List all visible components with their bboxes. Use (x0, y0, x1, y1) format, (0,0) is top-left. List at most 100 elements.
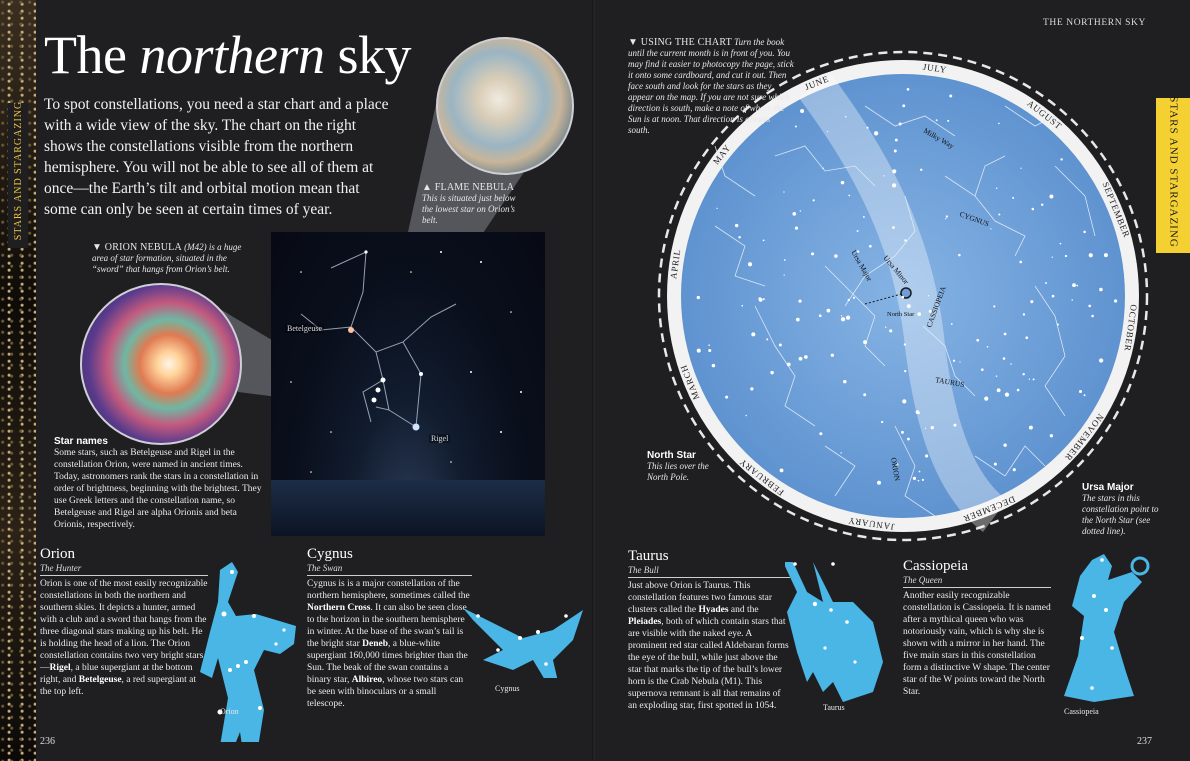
chart-star (907, 437, 910, 441)
month-label: JULY (922, 62, 947, 75)
chart-star (747, 262, 753, 267)
chart-star (762, 298, 765, 301)
chart-star (885, 326, 887, 328)
chart-star (1083, 230, 1086, 234)
chart-star (976, 338, 980, 342)
side-tab-right-label: STARS AND STARGAZING (1167, 96, 1180, 248)
chart-star (766, 338, 769, 341)
orion-figure (200, 562, 296, 742)
side-tab-left: STARS AND STARGAZING (8, 101, 28, 248)
chart-star (1020, 167, 1022, 169)
chart-star (751, 332, 756, 337)
chart-star (928, 309, 932, 313)
chart-star (840, 452, 842, 454)
chart-star (840, 180, 845, 185)
chart-star (945, 218, 947, 220)
chart-star (863, 340, 868, 345)
orion-section: Orion The Hunter Orion is one of the mos… (40, 546, 208, 698)
divider (40, 575, 208, 576)
chart-star (1071, 299, 1073, 301)
chart-star (877, 480, 881, 485)
chart-label-orion: ORION (889, 457, 902, 483)
chart-star (827, 131, 829, 133)
chart-star (873, 131, 879, 136)
chart-star (1030, 300, 1034, 304)
chart-star (862, 215, 865, 218)
page-number-right: 237 (1137, 736, 1152, 747)
north-star-marker (900, 287, 912, 299)
chart-star (1051, 294, 1055, 298)
chart-dashed-border (657, 50, 1149, 542)
chart-star (822, 167, 824, 170)
orion-stick-figure (290, 250, 522, 473)
chart-star (783, 259, 786, 261)
chart-star (830, 353, 834, 357)
chart-star (770, 370, 774, 375)
chart-star (984, 396, 989, 401)
orion-night-photo: Betelgeuse Rigel (271, 232, 545, 536)
chart-star (902, 399, 907, 404)
flame-nebula-image (436, 37, 574, 175)
chart-stars (696, 88, 1118, 485)
chart-star (1088, 253, 1093, 258)
chart-star (798, 356, 803, 361)
chart-star (856, 250, 860, 253)
chart-star (840, 317, 846, 322)
chart-star (868, 244, 872, 248)
chart-star (847, 298, 850, 302)
chart-star (1051, 256, 1053, 258)
chart-star (779, 468, 784, 473)
chart-star (758, 297, 762, 301)
chart-star (800, 108, 805, 113)
side-tab-right: STARS AND STARGAZING (1156, 96, 1190, 253)
pointer-dotted-line (864, 292, 906, 305)
chart-star (812, 199, 815, 202)
using-chart-title: ▼ USING THE CHART (628, 37, 732, 48)
chart-star (995, 375, 998, 377)
snowy-village (271, 480, 545, 536)
chart-star (998, 213, 1001, 216)
chart-star (1012, 196, 1015, 199)
chart-star (901, 430, 904, 434)
chart-star (917, 411, 920, 415)
chart-star (920, 168, 923, 171)
chart-star (794, 125, 797, 128)
chart-star (845, 315, 851, 320)
chart-star (811, 252, 815, 256)
chart-star (1025, 336, 1029, 340)
label-rigel: Rigel (429, 434, 451, 443)
chart-star (990, 228, 992, 230)
chart-star (1098, 358, 1104, 363)
chart-star (1012, 468, 1016, 472)
star-names-title: Star names (54, 436, 108, 447)
chart-star (986, 346, 989, 348)
chart-star (1049, 434, 1054, 438)
chart-star (1060, 158, 1063, 161)
left-page: STARS AND STARGAZING The northern sky To… (0, 0, 583, 761)
chart-star (1083, 394, 1086, 397)
taurus-figure-label: Taurus (823, 703, 845, 712)
chart-star (1032, 378, 1035, 381)
cygnus-subtitle: The Swan (307, 563, 343, 573)
star-chart-svg: Milky Way CYGNUS CASSIOPEIA TAURUS ORION… (657, 50, 1149, 542)
chart-star (893, 149, 897, 153)
north-star-title: North Star (647, 450, 696, 461)
chart-star (904, 369, 907, 373)
chart-star (925, 454, 929, 458)
flame-nebula-caption: ▲ FLAME NEBULA This is situated just bel… (422, 182, 522, 226)
chart-star (1099, 287, 1103, 292)
chart-star (792, 212, 797, 216)
north-star-text: This lies over the North Pole. (647, 461, 709, 482)
chart-star (804, 355, 808, 359)
chart-star (738, 236, 741, 239)
chart-star (901, 295, 905, 299)
chart-star (778, 343, 782, 347)
cygnus-text: Cygnus is is a major constellation of th… (307, 579, 470, 709)
taurus-title: Taurus (628, 548, 669, 564)
cygnus-section: Cygnus The Swan Cygnus is is a major con… (307, 546, 472, 710)
chart-star (891, 183, 897, 188)
ursa-major-caption: Ursa Major The stars in this constellati… (1082, 482, 1162, 537)
chart-star (819, 432, 823, 436)
chart-star (750, 387, 754, 391)
star-names-box: Star names Some stars, such as Betelgeus… (54, 436, 266, 531)
